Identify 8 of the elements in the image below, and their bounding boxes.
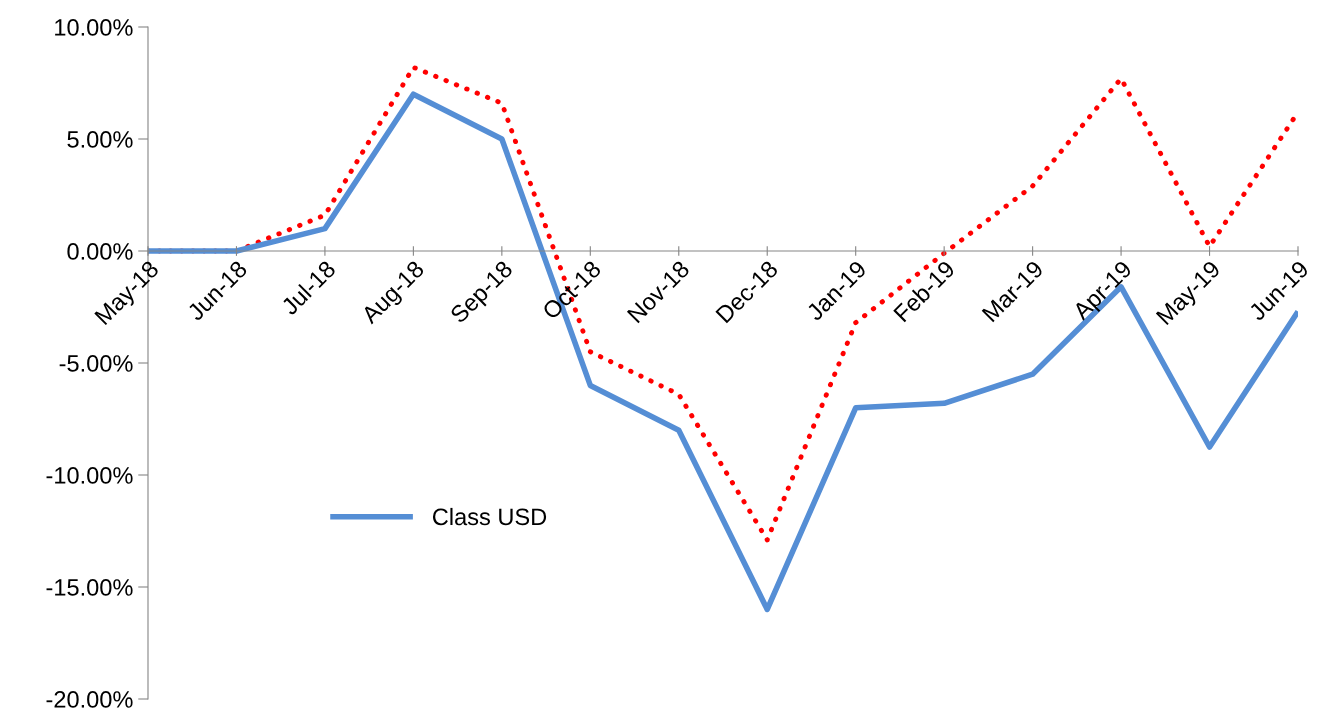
y-tick-label: -10.00% xyxy=(46,467,133,484)
y-tick-label: 0.00% xyxy=(67,243,133,260)
y-tick-label: 10.00% xyxy=(55,19,133,36)
y-tick-label: 5.00% xyxy=(67,131,133,148)
legend-label: Class USD xyxy=(432,507,547,526)
y-tick-label: -15.00% xyxy=(46,579,133,596)
y-tick-label: -5.00% xyxy=(59,355,133,372)
y-tick-label: -20.00% xyxy=(46,691,133,708)
